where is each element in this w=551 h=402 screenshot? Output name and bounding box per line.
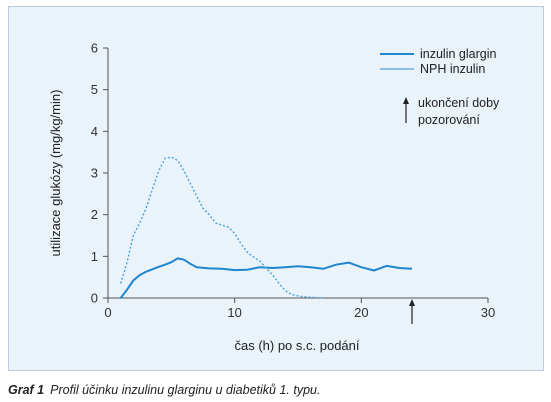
x-axis-title: čas (h) po s.c. podání xyxy=(234,338,359,353)
y-tick-label: 5 xyxy=(91,82,98,97)
axes: 0 1 2 3 4 5 6 0 10 20 30 xyxy=(91,41,495,321)
x-tick-label: 0 xyxy=(104,305,111,320)
annotation-text-line2: pozorování xyxy=(418,113,480,127)
series-line-nph xyxy=(120,156,324,299)
y-tick-label: 4 xyxy=(91,124,98,139)
y-tick-label: 3 xyxy=(91,166,98,181)
caption-text: Profil účinku inzulinu glarginu u diabet… xyxy=(50,383,321,397)
y-tick-label: 1 xyxy=(91,249,98,264)
caption-label: Graf 1 xyxy=(8,383,45,397)
series-lines xyxy=(119,156,413,299)
legend-arrowhead xyxy=(403,97,409,104)
figure-caption: Graf 1 Profil účinku inzulinu glarginu u … xyxy=(8,383,320,397)
x-tick-label: 10 xyxy=(227,305,241,320)
y-axis-title: utilizace glukózy (mg/kg/min) xyxy=(48,90,63,257)
legend-label-glargin: inzulin glargin xyxy=(420,47,496,61)
end-of-observation-arrowhead xyxy=(409,299,415,306)
legend: inzulin glargin NPH inzulin xyxy=(380,47,496,76)
x-tick-label: 30 xyxy=(481,305,495,320)
series-line-glargin xyxy=(119,257,413,299)
y-tick-label: 2 xyxy=(91,207,98,222)
legend-label-nph: NPH inzulin xyxy=(420,62,485,76)
annotation: ukončení doby pozorování xyxy=(403,96,500,324)
annotation-text-line1: ukončení doby xyxy=(418,96,500,110)
x-tick-label: 20 xyxy=(354,305,368,320)
y-tick-label: 0 xyxy=(91,291,98,306)
chart-panel xyxy=(8,6,544,371)
y-tick-label: 6 xyxy=(91,41,98,56)
